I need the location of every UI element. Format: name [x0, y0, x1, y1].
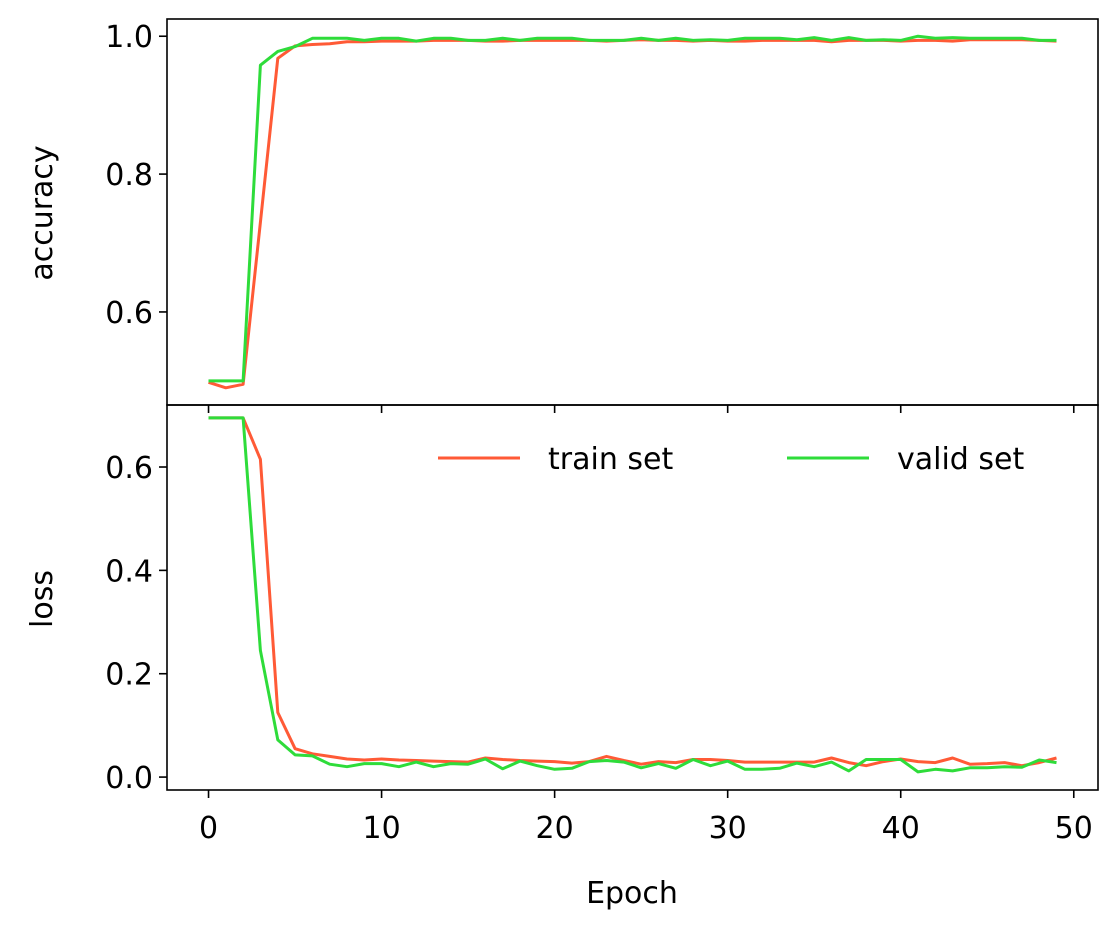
loss-x-tick-label: 40 [882, 811, 920, 846]
loss-y-tick-label: 0.4 [105, 554, 153, 589]
epoch-axis-title: Epoch [586, 876, 678, 911]
loss-x-ticks: 0 10 20 30 40 50 [199, 790, 1093, 846]
accuracy-plot-frame [166, 18, 1099, 406]
loss-x-tick-label: 30 [709, 811, 747, 846]
accuracy-series-group [208, 34, 1057, 390]
loss-line-train-set [208, 416, 1057, 768]
accuracy-x-ticks [207, 405, 1075, 413]
loss-series-group [208, 416, 1057, 774]
accuracy-line-valid-set [208, 34, 1057, 383]
accuracy-line-train-set [208, 38, 1057, 390]
loss-y-ticks: 0.0 0.2 0.4 0.6 [105, 451, 167, 796]
legend-label-valid-set: valid set [897, 442, 1024, 477]
loss-x-tick-label: 0 [199, 811, 218, 846]
loss-x-tick-label: 10 [362, 811, 400, 846]
accuracy-y-tick-label: 0.6 [105, 296, 153, 331]
accuracy-axis-title: accuracy [25, 145, 60, 280]
accuracy-y-ticks: 0.6 0.8 1.0 [105, 20, 167, 331]
loss-y-tick-label: 0.2 [105, 658, 153, 693]
loss-plot-frame [166, 404, 1099, 791]
accuracy-panel: 0.6 0.8 1.0 accuracy [25, 20, 1075, 413]
accuracy-y-tick-label: 1.0 [105, 20, 153, 55]
loss-axis-title: loss [25, 570, 60, 628]
loss-x-tick-label: 50 [1055, 811, 1093, 846]
loss-line-valid-set [208, 416, 1057, 774]
legend: train set valid set [438, 442, 1024, 477]
accuracy-y-tick-label: 0.8 [105, 158, 153, 193]
loss-y-tick-label: 0.6 [105, 451, 153, 486]
loss-y-tick-label: 0.0 [105, 761, 153, 796]
loss-x-tick-label: 20 [536, 811, 574, 846]
loss-panel: 0.0 0.2 0.4 0.6 0 10 20 30 40 50 loss Epoch trai… [25, 416, 1093, 911]
legend-label-train-set: train set [548, 442, 673, 477]
